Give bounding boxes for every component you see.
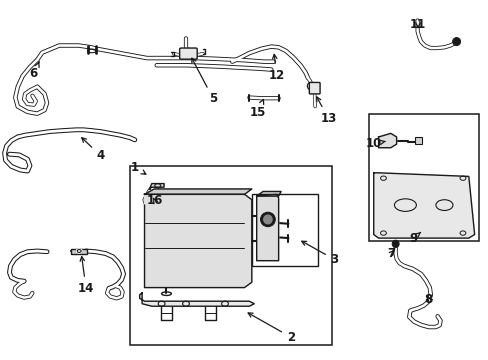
Text: 7: 7 bbox=[387, 247, 395, 260]
Bar bbox=[130, 166, 331, 345]
Bar bbox=[414, 137, 422, 144]
Text: 8: 8 bbox=[424, 293, 432, 306]
Circle shape bbox=[76, 249, 82, 253]
Polygon shape bbox=[256, 194, 278, 261]
Ellipse shape bbox=[452, 38, 460, 45]
FancyBboxPatch shape bbox=[179, 48, 197, 59]
Ellipse shape bbox=[263, 215, 272, 225]
Text: 4: 4 bbox=[81, 138, 104, 162]
Bar bbox=[251, 194, 317, 266]
Text: 9: 9 bbox=[409, 231, 420, 244]
Text: 16: 16 bbox=[146, 194, 163, 207]
Ellipse shape bbox=[391, 240, 398, 247]
Text: 15: 15 bbox=[249, 99, 265, 119]
Text: 3: 3 bbox=[301, 241, 338, 266]
Text: 13: 13 bbox=[316, 97, 336, 125]
Text: 6: 6 bbox=[30, 62, 39, 80]
Polygon shape bbox=[378, 134, 396, 148]
Polygon shape bbox=[144, 189, 251, 194]
Text: 2: 2 bbox=[247, 313, 294, 343]
Text: 11: 11 bbox=[409, 18, 426, 31]
Text: 12: 12 bbox=[268, 54, 284, 82]
Text: 1: 1 bbox=[130, 161, 145, 174]
Ellipse shape bbox=[260, 212, 275, 226]
Polygon shape bbox=[373, 173, 474, 238]
Text: 14: 14 bbox=[78, 257, 94, 295]
FancyBboxPatch shape bbox=[309, 82, 320, 94]
Text: 5: 5 bbox=[191, 58, 217, 105]
Polygon shape bbox=[144, 194, 251, 288]
Circle shape bbox=[76, 249, 82, 253]
Bar bbox=[71, 249, 87, 253]
Polygon shape bbox=[256, 192, 281, 196]
Bar bbox=[368, 114, 478, 241]
Text: 10: 10 bbox=[366, 137, 385, 150]
Polygon shape bbox=[140, 293, 254, 306]
Polygon shape bbox=[149, 184, 163, 189]
